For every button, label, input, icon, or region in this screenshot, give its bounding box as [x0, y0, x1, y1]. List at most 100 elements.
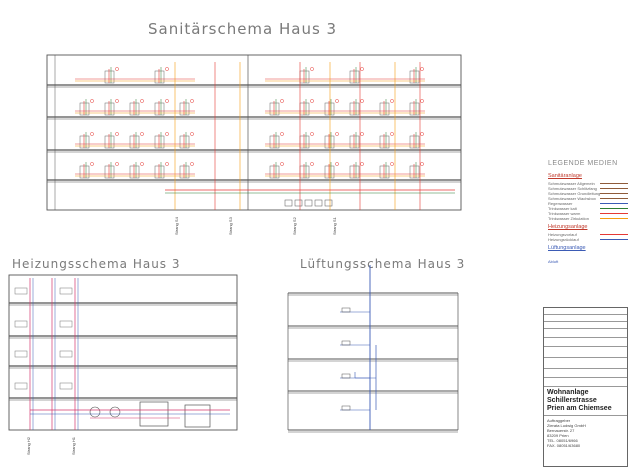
fixture-symbol — [269, 102, 280, 116]
legend-item-label: Trinkwasser kalt — [548, 206, 577, 211]
valve-symbol — [140, 99, 144, 103]
fixture-symbol — [179, 135, 190, 149]
valve-symbol — [165, 67, 169, 71]
valve-symbol — [115, 132, 119, 136]
valve-symbol — [390, 132, 394, 136]
tb-row — [544, 315, 627, 322]
fixture-symbol — [379, 165, 390, 179]
sanitaer-schema-title: Sanitärschema Haus 3 — [148, 20, 338, 38]
fixture-symbol — [154, 165, 165, 179]
legend-section-title: Lüftungsanlage — [548, 245, 586, 251]
fixture-symbol — [269, 135, 280, 149]
valve-symbol — [165, 99, 169, 103]
legend-item: Heizungsrücklauf — [548, 237, 628, 242]
valve-symbol — [335, 162, 339, 166]
tb-tel: TEL. 08051/6966 — [547, 438, 578, 443]
pump-symbol — [109, 406, 121, 418]
fixture-symbol — [79, 102, 90, 116]
valve-symbol — [190, 99, 194, 103]
valve-symbol — [420, 99, 424, 103]
tb-row — [544, 358, 627, 369]
legend-item: Schmutzwasser Schlitzfang — [548, 186, 628, 191]
heizung-building-frame — [8, 274, 238, 431]
radiator-symbol — [14, 382, 28, 390]
radiator-symbol — [59, 350, 73, 358]
legend-medien: LEGENDE MEDIEN Sanitäranlage Schmutzwasse… — [548, 160, 628, 264]
fixture-symbol — [409, 135, 420, 149]
riser-label: Strang S4 — [174, 216, 179, 235]
valve-symbol — [190, 132, 194, 136]
tb-row — [544, 347, 627, 358]
tb-city: Prien am Chiemsee — [547, 405, 612, 412]
fixture-symbol — [79, 135, 90, 149]
pump-symbol — [89, 406, 101, 418]
legend-item: Trinkwasser Zirkulation — [548, 216, 628, 221]
fixture-symbol — [154, 102, 165, 116]
legend-item-line — [600, 218, 628, 219]
fixture-symbol — [324, 135, 335, 149]
valve-symbol — [310, 132, 314, 136]
fixture-symbol — [179, 165, 190, 179]
legend-item-line — [600, 203, 628, 204]
radiator-symbol — [59, 382, 73, 390]
fixture-symbol — [179, 102, 190, 116]
riser-label: Strang H1 — [71, 436, 76, 455]
air-outlet — [341, 373, 351, 379]
radiator-symbol — [14, 350, 28, 358]
lueftung-schema-title: Lüftungsschema Haus 3 — [300, 257, 466, 271]
fixture-symbol — [104, 70, 115, 84]
riser-label: Strang S2 — [292, 216, 297, 235]
legend-item-line — [600, 239, 628, 240]
legend-item: Trinkwasser kalt — [548, 206, 628, 211]
fixture-symbol — [79, 165, 90, 179]
fixture-symbol — [349, 102, 360, 116]
meter-box — [314, 199, 323, 207]
legend-unit: Abluft — [548, 259, 559, 264]
air-outlet — [341, 340, 351, 346]
tb-row — [544, 369, 627, 378]
valve-symbol — [190, 162, 194, 166]
valve-symbol — [280, 99, 284, 103]
legend-item-label: Regenwasser — [548, 201, 573, 206]
legend-item: Regenwasser — [548, 201, 628, 206]
fixture-symbol — [324, 165, 335, 179]
valve-symbol — [90, 132, 94, 136]
tb-header-row — [544, 308, 627, 315]
tb-row — [544, 329, 627, 338]
legend-item-label: Schmutzwasser Schlitzfang — [548, 186, 597, 191]
valve-symbol — [420, 162, 424, 166]
valve-symbol — [280, 162, 284, 166]
legend-item: Heizungsvorlauf — [548, 232, 628, 237]
valve-symbol — [360, 99, 364, 103]
legend-item-line — [600, 188, 628, 189]
meter-box — [324, 199, 333, 207]
heizung-schema-title: Heizungsschema Haus 3 — [12, 257, 181, 271]
legend-item-line — [600, 234, 628, 235]
valve-symbol — [420, 132, 424, 136]
valve-symbol — [310, 67, 314, 71]
legend-item-label: Trinkwasser warm — [548, 211, 581, 216]
tb-addr1: Bernauerstr. 27 — [547, 428, 575, 433]
fixture-symbol — [324, 102, 335, 116]
fixture-symbol — [409, 70, 420, 84]
legend-item-label: Trinkwasser Zirkulation — [548, 216, 589, 221]
tb-project: Wohnanlage — [547, 389, 589, 396]
fixture-symbol — [129, 165, 140, 179]
valve-symbol — [115, 67, 119, 71]
valve-symbol — [335, 99, 339, 103]
valve-symbol — [140, 162, 144, 166]
legend-item-label: Schmutzwasser Grundleitung — [548, 191, 600, 196]
tb-street: Schillerstrasse — [547, 397, 597, 404]
legend-item: Schmutzwasser Wachsbox — [548, 196, 628, 201]
legend-item-label: Heizungsvorlauf — [548, 232, 577, 237]
legend-item-line — [600, 213, 628, 214]
valve-symbol — [280, 132, 284, 136]
legend-item-label: Schmutzwasser Allgemein — [548, 181, 595, 186]
legend-section-title: Sanitäranlage — [548, 173, 582, 179]
valve-symbol — [90, 99, 94, 103]
valve-symbol — [335, 132, 339, 136]
valve-symbol — [115, 162, 119, 166]
valve-symbol — [360, 67, 364, 71]
legend-item-label: Heizungsrücklauf — [548, 237, 579, 242]
legend-item-line — [600, 193, 628, 194]
